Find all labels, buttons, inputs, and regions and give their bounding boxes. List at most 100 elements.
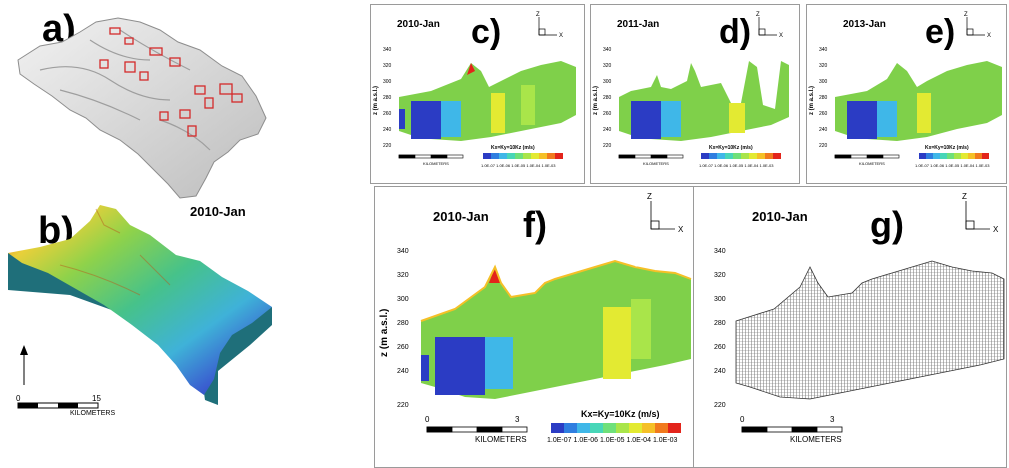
svg-text:KILOMETERS: KILOMETERS <box>859 161 885 166</box>
svg-text:260: 260 <box>714 344 726 351</box>
svg-text:300: 300 <box>819 79 828 85</box>
panel-f-legend-ticks: 1.0E-07 1.0E-06 1.0E-05 1.0E-04 1.0E-03 <box>547 437 677 444</box>
svg-text:300: 300 <box>397 296 409 303</box>
axis-gizmo-icon <box>966 17 985 36</box>
axis-gizmo-icon <box>538 17 557 36</box>
monitoring-zones <box>99 27 243 137</box>
svg-text:X: X <box>779 33 783 39</box>
panel-b-scale-start: 0 <box>16 394 21 403</box>
svg-text:280: 280 <box>397 320 409 327</box>
svg-text:Z: Z <box>536 12 540 18</box>
svg-text:Kx=Ky=10Kz (m/s): Kx=Ky=10Kz (m/s) <box>709 145 753 151</box>
svg-text:300: 300 <box>383 79 392 85</box>
svg-text:320: 320 <box>819 63 828 69</box>
svg-text:320: 320 <box>714 272 726 279</box>
legend-tick: 1.0E-07 <box>547 437 572 444</box>
panel-f-scale-units: KILOMETERS <box>475 435 527 444</box>
legend-tick: 1.0E-04 <box>626 437 651 444</box>
north-arrow-icon <box>20 345 28 385</box>
svg-text:320: 320 <box>603 63 612 69</box>
y-ticks: 340 320 300 280 260 240 220 <box>397 248 409 409</box>
panel-f-scale-end: 3 <box>515 415 520 424</box>
svg-text:300: 300 <box>603 79 612 85</box>
terrain-top <box>8 205 272 395</box>
svg-text:280: 280 <box>603 95 612 101</box>
svg-text:240: 240 <box>603 127 612 133</box>
panel-d-section: Z X 340 320 300 280 260 240 220 z (m a.s.l.) K… <box>593 12 789 168</box>
svg-text:X: X <box>993 225 999 234</box>
panel-g-date: 2010-Jan <box>752 209 808 224</box>
colorbar <box>483 153 563 159</box>
svg-text:240: 240 <box>397 368 409 375</box>
svg-text:260: 260 <box>383 111 392 117</box>
svg-text:340: 340 <box>383 47 392 53</box>
svg-text:340: 340 <box>397 248 409 255</box>
panel-e-date: 2013-Jan <box>843 19 886 30</box>
panel-d-date: 2011-Jan <box>617 19 660 30</box>
panel-c-section: Z X 340 320 300 280 260 240 220 z (m a.s.l.) K… <box>373 12 576 168</box>
svg-text:KILOMETERS: KILOMETERS <box>643 161 669 166</box>
svg-text:1.0E-07 1.0E-06 1.0E-05 1.0E-0: 1.0E-07 1.0E-06 1.0E-05 1.0E-04 1.0E-03 <box>699 163 774 168</box>
panel-e-frame: 2013-Jan e) Z X 340 320 300 280 260 240 220 z … <box>806 4 1007 184</box>
legend-tick: 1.0E-03 <box>652 437 678 444</box>
svg-text:220: 220 <box>383 143 392 149</box>
panel-f-section: Z X 340 320 300 280 260 240 220 z (m a.s.l.) <box>379 192 692 433</box>
svg-text:220: 220 <box>603 143 612 149</box>
axis-gizmo-icon <box>650 201 675 230</box>
panel-e-section: Z X 340 320 300 280 260 240 220 z (m a.s.l.) K… <box>809 12 1002 168</box>
svg-text:KILOMETERS: KILOMETERS <box>423 161 449 166</box>
svg-text:220: 220 <box>397 402 409 409</box>
svg-text:320: 320 <box>383 63 392 69</box>
svg-text:240: 240 <box>383 127 392 133</box>
svg-text:X: X <box>987 33 991 39</box>
svg-text:1.0E-07 1.0E-06 1.0E-05 1.0E-0: 1.0E-07 1.0E-06 1.0E-05 1.0E-04 1.0E-03 <box>915 163 990 168</box>
colorbar <box>551 423 681 433</box>
svg-text:z (m a.s.l.): z (m a.s.l.) <box>379 309 390 357</box>
panel-c-date: 2010-Jan <box>397 19 440 30</box>
panel-g-mesh: Z X 340 320 300 280 260 240 220 <box>714 192 1005 433</box>
svg-text:280: 280 <box>383 95 392 101</box>
panel-f-label: f) <box>523 204 547 245</box>
panel-b-3d-elevation-map <box>8 205 272 409</box>
panel-b-date: 2010-Jan <box>190 204 246 219</box>
panel-b-scalebar <box>17 402 99 409</box>
panel-b-scale-units: KILOMETERS <box>70 410 116 417</box>
svg-text:220: 220 <box>819 143 828 149</box>
svg-text:X: X <box>678 225 684 234</box>
catchment-outline <box>17 17 267 199</box>
panel-f-legend-title: Kx=Ky=10Kz (m/s) <box>581 409 660 419</box>
panel-d-frame: 2011-Jan d) Z X 340 320 300 280 260 240 220 z … <box>590 4 800 184</box>
svg-text:280: 280 <box>714 320 726 327</box>
panel-e-label: e) <box>925 13 956 51</box>
panel-a-surface-map <box>17 17 267 199</box>
svg-text:Kx=Ky=10Kz (m/s): Kx=Ky=10Kz (m/s) <box>491 145 535 151</box>
svg-text:z (m a.s.l.): z (m a.s.l.) <box>809 86 815 115</box>
axis-gizmo-icon <box>758 17 777 36</box>
svg-text:z (m a.s.l.): z (m a.s.l.) <box>373 86 379 115</box>
panel-g-scale-end: 3 <box>830 415 835 424</box>
svg-text:Z: Z <box>647 192 652 201</box>
svg-text:Kx=Ky=10Kz (m/s): Kx=Ky=10Kz (m/s) <box>925 145 969 151</box>
svg-text:Z: Z <box>756 12 760 18</box>
scalebar <box>426 426 528 433</box>
svg-text:Z: Z <box>962 192 967 201</box>
scalebar <box>398 154 464 159</box>
panel-g-label: g) <box>870 204 904 245</box>
legend-tick: 1.0E-06 <box>573 437 599 444</box>
panel-g-scale-start: 0 <box>740 415 745 424</box>
svg-text:340: 340 <box>603 47 612 53</box>
svg-text:300: 300 <box>714 296 726 303</box>
svg-text:240: 240 <box>714 368 726 375</box>
panel-c-frame: 2010-Jan c) Z X 340 320 300 280 260 240 220 z … <box>370 4 585 184</box>
panel-b-scale-end: 15 <box>92 394 101 403</box>
axis-gizmo-icon <box>965 201 990 230</box>
svg-text:340: 340 <box>819 47 828 53</box>
svg-text:X: X <box>559 33 563 39</box>
svg-text:260: 260 <box>397 344 409 351</box>
svg-text:z (m a.s.l.): z (m a.s.l.) <box>593 86 599 115</box>
panel-c-label: c) <box>471 13 502 51</box>
svg-text:240: 240 <box>819 127 828 133</box>
svg-text:320: 320 <box>397 272 409 279</box>
svg-text:260: 260 <box>603 111 612 117</box>
